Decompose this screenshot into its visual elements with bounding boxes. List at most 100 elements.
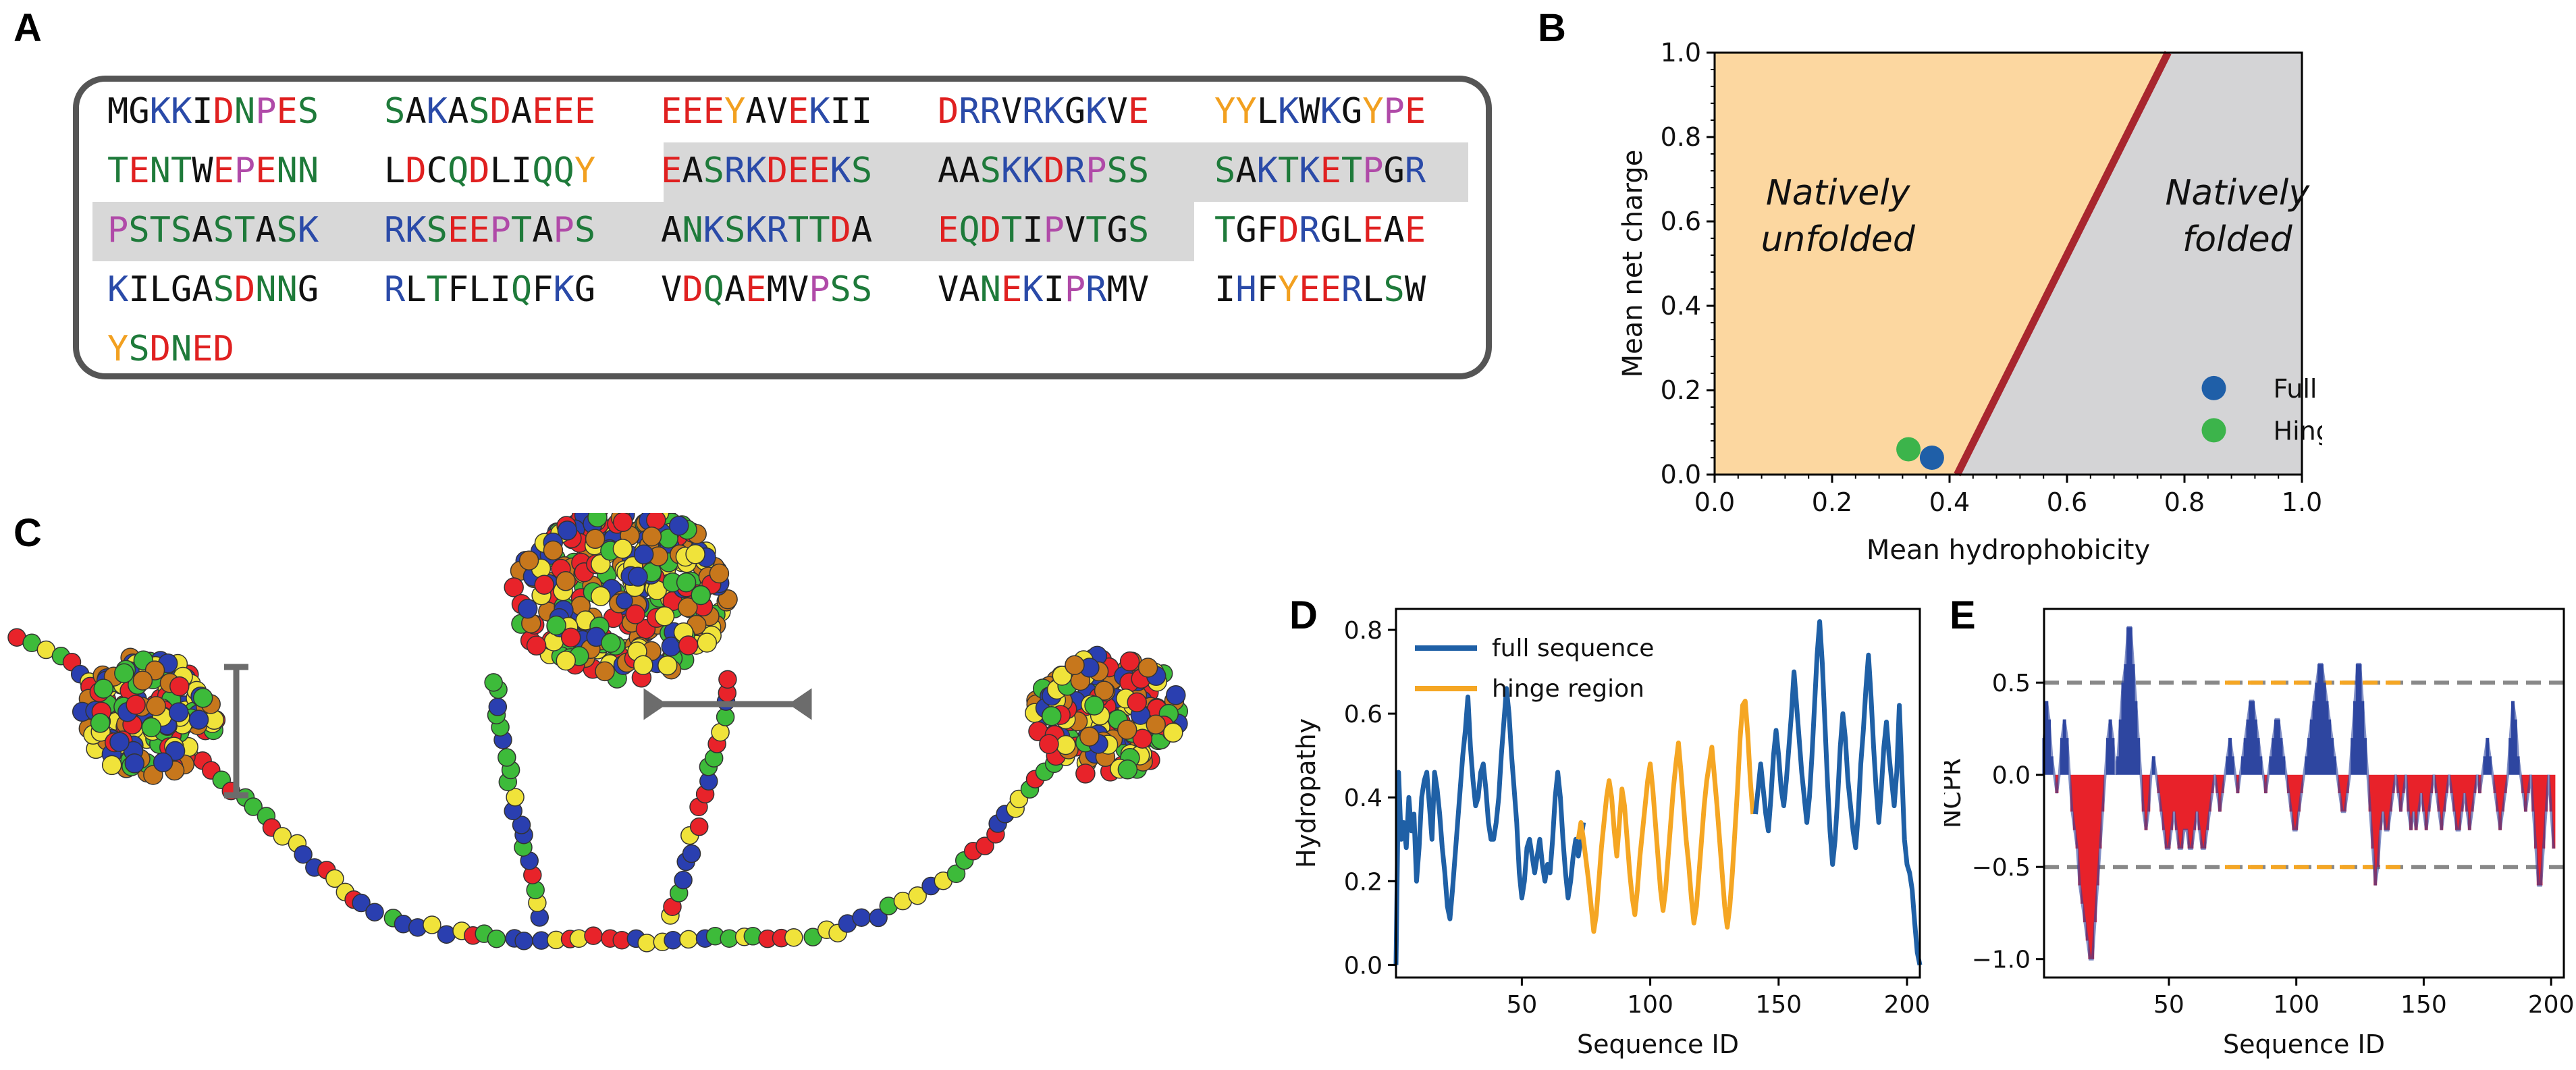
residue-bead xyxy=(612,539,633,559)
residue-bead xyxy=(517,599,538,619)
y-tick-label: 0.6 xyxy=(1344,701,1383,728)
dimension-marker-horizontal xyxy=(643,688,812,720)
residue-bead xyxy=(1132,728,1153,749)
residue-bead xyxy=(557,520,578,541)
residue-bead xyxy=(1075,764,1096,784)
series-line-full xyxy=(1393,686,1586,965)
legend-label-full: Full seq xyxy=(2274,374,2323,404)
residue-bead xyxy=(658,656,678,676)
residue-bead xyxy=(975,836,994,855)
residue-bead xyxy=(678,635,699,656)
panel-label-c: C xyxy=(14,511,42,555)
sequence-block: VDQAEMVPSS xyxy=(661,269,873,310)
residue-bead xyxy=(679,930,698,949)
protein-structure-illustration xyxy=(7,513,1189,953)
sequence-block: EASRKDEEKS xyxy=(661,151,873,191)
ncpr-chart: 50 100 150 200 0.5 0.0 −0.5 −1.0 Sequence ID NCPR xyxy=(1944,608,2575,1059)
x-tick-label: 100 xyxy=(1627,991,1673,1019)
residue-bead xyxy=(784,928,803,947)
sequence-block: MGKKIDNPES xyxy=(107,91,319,132)
y-tick-label: 0.0 xyxy=(1992,762,2031,790)
residue-bead xyxy=(437,925,456,944)
panel-label-e: E xyxy=(1950,593,1976,637)
full-seq-point xyxy=(1919,446,1944,470)
residue-bead xyxy=(664,930,682,950)
sequence-block: LDCQDLIQQY xyxy=(384,151,596,191)
sequence-block: AASKKDRPSS xyxy=(938,151,1150,191)
y-tick-label: 0.6 xyxy=(1661,207,1701,236)
residue-bead xyxy=(168,702,189,722)
x-tick-label: 200 xyxy=(2528,991,2575,1019)
sequence-block: YSDNED xyxy=(107,329,234,369)
legend-label-hinge: hinge region xyxy=(1492,675,1644,703)
residue-bead xyxy=(674,870,693,890)
residue-bead xyxy=(352,893,371,913)
x-tick-label: 100 xyxy=(2273,991,2319,1019)
residue-bead xyxy=(146,696,166,716)
unfolded-label-line1: Natively xyxy=(1766,173,1911,213)
y-tick-label: 0.8 xyxy=(1344,617,1383,645)
sequence-block: RKSEEPTAPS xyxy=(384,210,596,250)
residue-bead xyxy=(560,627,581,648)
residue-bead xyxy=(587,513,608,528)
x-tick-label: 200 xyxy=(1884,991,1931,1019)
residue-bead xyxy=(689,817,709,836)
residue-bead xyxy=(1084,695,1104,716)
residue-bead xyxy=(325,869,344,888)
residue-bead xyxy=(612,513,633,533)
hydropathy-chart: 50 100 150 200 0.0 0.2 0.4 0.6 0.8 Sequence ID Hyd… xyxy=(1291,608,1931,1059)
hinge-highlight-row3 xyxy=(92,202,1194,261)
unfolded-region xyxy=(1715,53,2168,475)
folded-label-line1: Natively xyxy=(2166,173,2311,213)
legend-label-hinge: Hinge seq xyxy=(2274,416,2323,446)
residue-bead xyxy=(192,688,213,708)
residue-bead xyxy=(93,678,114,699)
residue-bead xyxy=(556,571,576,591)
residue-bead xyxy=(124,753,145,774)
series-line-hinge xyxy=(1576,699,1756,934)
y-tick-label: 0.0 xyxy=(1344,952,1383,980)
residue-bead xyxy=(1041,705,1062,726)
residue-bead xyxy=(244,797,263,816)
residue-bead xyxy=(709,563,730,584)
sequence-block: VANEKIPRMV xyxy=(938,269,1150,310)
sequence-block: IHFYEERLSW xyxy=(1214,269,1426,310)
residue-bead xyxy=(718,670,737,689)
residue-bead xyxy=(1079,726,1100,747)
legend-marker-full xyxy=(2201,375,2226,400)
plot-frame xyxy=(2043,608,2565,979)
ncpr-line xyxy=(2043,626,2555,961)
residue-bead xyxy=(1094,680,1115,701)
plot-frame xyxy=(1713,51,2303,476)
x-tick-label: 150 xyxy=(2400,991,2447,1019)
sequence-block: EQDTIPVTGS xyxy=(938,210,1150,250)
residue-bead xyxy=(1166,685,1186,705)
residue-bead xyxy=(534,574,554,595)
residue-bead xyxy=(543,540,564,561)
residue-bead xyxy=(716,707,735,726)
residue-bead xyxy=(1127,692,1147,713)
legend-label-full: full sequence xyxy=(1492,635,1654,662)
ncpr-positive-bars xyxy=(2042,627,2520,775)
y-tick-label: 0.4 xyxy=(1661,291,1701,321)
residue-bead xyxy=(633,544,654,565)
residue-bead xyxy=(682,844,701,863)
sequence-block: TENTWEPENN xyxy=(107,151,319,191)
sequence-block: EEEYAVEKII xyxy=(661,91,873,132)
sequence-block: ANKSKRTTDA xyxy=(661,210,873,250)
y-tick-label: 0.0 xyxy=(1661,460,1701,489)
residue-bead xyxy=(488,697,508,716)
x-axis-label: Sequence ID xyxy=(1577,1029,1739,1059)
residue-bead xyxy=(365,903,384,921)
residue-bead xyxy=(294,845,313,864)
y-tick-label: 1.0 xyxy=(1661,41,1701,68)
panel-label-b: B xyxy=(1538,6,1566,50)
residue-bead xyxy=(595,661,615,682)
residue-bead xyxy=(132,670,153,691)
residue-bead xyxy=(678,597,698,618)
sequence-block: SAKASDAEEE xyxy=(384,91,596,132)
residue-bead xyxy=(498,748,516,767)
residue-bead xyxy=(141,717,161,738)
residue-bead xyxy=(518,550,539,570)
residue-bead xyxy=(526,635,547,656)
